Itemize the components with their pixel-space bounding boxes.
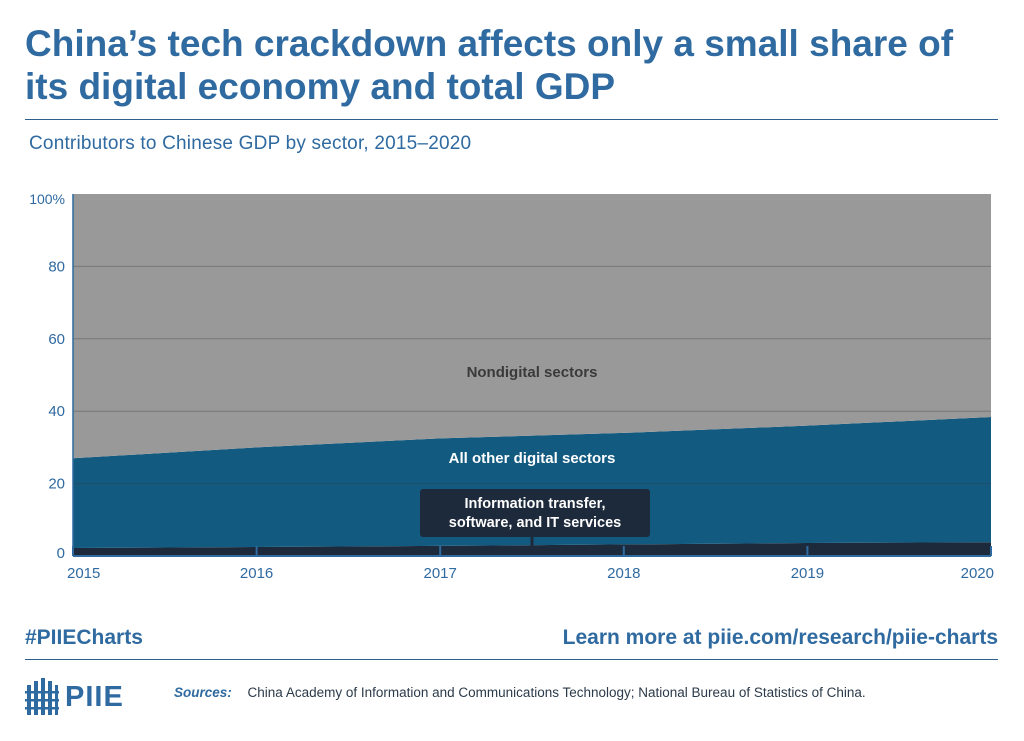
- hashtag: #PIIECharts: [25, 626, 143, 649]
- label-nondigital: Nondigital sectors: [467, 364, 598, 381]
- title-divider: [25, 119, 998, 120]
- label-info-transfer-line2: software, and IT services: [449, 515, 621, 531]
- y-axis: 0 20 40 60 80 100%: [29, 191, 74, 562]
- x-tick-label-2018: 2018: [607, 565, 640, 582]
- sources-text: China Academy of Information and Communi…: [247, 685, 866, 700]
- logo-wordmark: PIIE: [65, 680, 124, 713]
- x-tick-label-2017: 2017: [424, 565, 457, 582]
- sources-label: Sources:: [174, 685, 232, 700]
- y-tick-label-20: 20: [48, 476, 65, 493]
- y-tick-label-60: 60: [48, 331, 65, 348]
- x-tick-label-2016: 2016: [240, 565, 273, 582]
- series-labels: Nondigital sectors All other digital sect…: [420, 364, 650, 549]
- learn-more-link[interactable]: Learn more at piie.com/research/piie-cha…: [562, 626, 998, 649]
- sources-note: Sources: China Academy of Information an…: [174, 685, 866, 700]
- piie-logo: PIIE: [25, 677, 124, 717]
- piie-logo-icon: [25, 678, 59, 715]
- gridlines: [73, 265, 991, 485]
- chart-title: China’s tech crackdown affects only a sm…: [25, 23, 954, 107]
- chart-subtitle: Contributors to Chinese GDP by sector, 2…: [29, 133, 472, 154]
- area-info-transfer: [73, 542, 991, 556]
- y-tick-label-40: 40: [48, 403, 65, 420]
- area-other-digital: [73, 416, 991, 549]
- y-tick-label-0: 0: [57, 545, 65, 562]
- callout-box: [420, 489, 650, 537]
- y-tick-label-80: 80: [48, 258, 65, 275]
- x-axis: 2015 2016 2017 2018 2019 2020: [67, 546, 994, 582]
- footer-divider: [25, 659, 998, 660]
- area-layer: [73, 194, 991, 556]
- stacked-area-chart: 0 20 40 60 80 100% 2015 2016 2017 2018 2019 2020 N…: [29, 191, 994, 582]
- x-tick-label-2015: 2015: [67, 565, 100, 582]
- area-nondigital: [73, 194, 991, 459]
- y-tick-label-100: 100%: [29, 191, 65, 207]
- x-tick-label-2020: 2020: [961, 565, 994, 582]
- label-info-transfer-line1: Information transfer,: [465, 496, 606, 512]
- label-other-digital: All other digital sectors: [449, 450, 616, 467]
- x-tick-label-2019: 2019: [791, 565, 824, 582]
